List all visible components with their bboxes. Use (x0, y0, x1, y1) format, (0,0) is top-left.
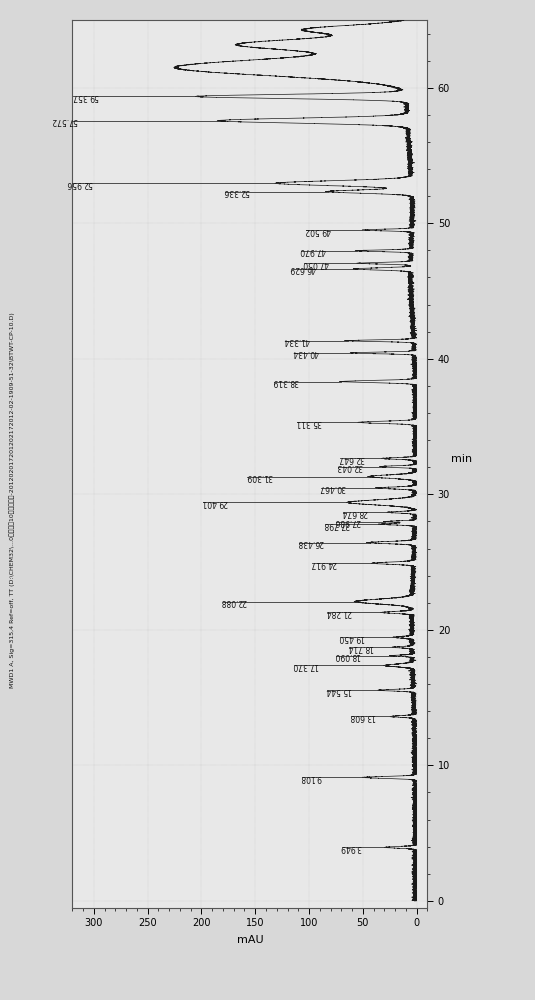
Text: 46.629: 46.629 (289, 264, 316, 273)
Text: 47.050: 47.050 (302, 259, 328, 268)
Text: 41.334: 41.334 (283, 336, 310, 345)
Text: 28.674: 28.674 (341, 508, 368, 517)
Text: 21.284: 21.284 (325, 608, 351, 617)
Text: 18.714: 18.714 (347, 643, 373, 652)
Text: 32.647: 32.647 (338, 454, 364, 463)
Text: 40.434: 40.434 (292, 348, 319, 357)
Text: 30.467: 30.467 (318, 483, 345, 492)
Text: 31.309: 31.309 (246, 472, 272, 481)
Text: 47.970: 47.970 (299, 246, 325, 255)
Text: 59.357: 59.357 (71, 92, 98, 101)
Text: 26.438: 26.438 (297, 538, 324, 547)
Text: 15.544: 15.544 (325, 686, 351, 695)
Text: 49.502: 49.502 (304, 226, 331, 235)
Text: 38.319: 38.319 (272, 377, 299, 386)
Text: 19.450: 19.450 (338, 633, 364, 642)
Text: 9.108: 9.108 (300, 773, 321, 782)
Text: MWD1 A, Sig=315,4 Ref=off, TT (D:\CHEM32\...0批半成品10批成品药材-201202017201202172012-0: MWD1 A, Sig=315,4 Ref=off, TT (D:\CHEM32… (9, 312, 14, 688)
Text: 32.043: 32.043 (336, 462, 362, 471)
Text: 24.917: 24.917 (310, 559, 337, 568)
Text: 22.088: 22.088 (220, 597, 247, 606)
Text: 17.370: 17.370 (292, 661, 318, 670)
Y-axis label: min: min (450, 454, 472, 464)
Text: 18.090: 18.090 (334, 651, 360, 660)
Text: 52.336: 52.336 (223, 187, 249, 196)
X-axis label: mAU: mAU (236, 935, 263, 945)
Text: 13.608: 13.608 (349, 712, 375, 721)
Text: 3.949: 3.949 (340, 843, 361, 852)
Text: 35.311: 35.311 (295, 418, 322, 427)
Text: 57.572: 57.572 (51, 116, 78, 125)
Text: 27.798: 27.798 (323, 520, 349, 529)
Text: 52.956: 52.956 (66, 179, 92, 188)
Text: 29.401: 29.401 (201, 498, 227, 507)
Text: 27.986: 27.986 (334, 517, 361, 526)
